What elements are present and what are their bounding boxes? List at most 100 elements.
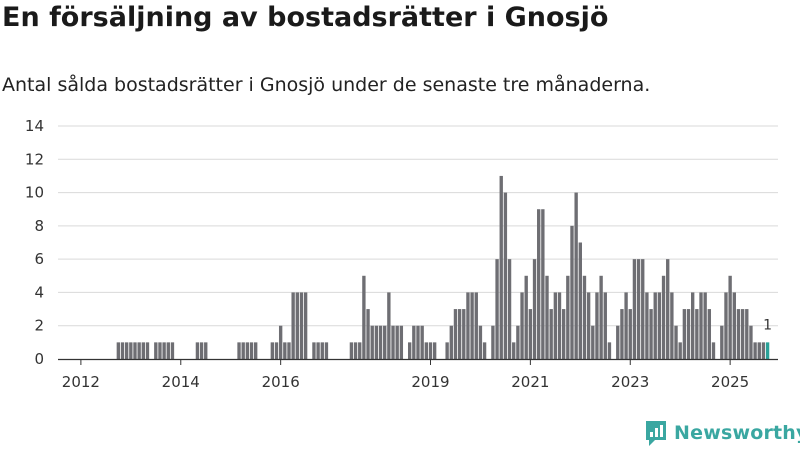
bar — [432, 342, 437, 359]
y-tick-label: 6 — [34, 250, 44, 268]
bar — [374, 325, 379, 359]
bar — [553, 292, 558, 359]
bar — [745, 309, 749, 359]
y-tick-label: 4 — [34, 283, 44, 301]
bar — [141, 342, 145, 359]
bar — [682, 309, 687, 359]
bar — [541, 209, 545, 359]
y-tick-label: 2 — [34, 317, 44, 335]
bar — [295, 292, 299, 359]
bar — [678, 342, 682, 359]
x-tick-label: 2023 — [611, 373, 649, 391]
bar — [241, 342, 245, 359]
bar — [666, 259, 670, 359]
bar — [757, 342, 761, 359]
bar — [270, 342, 275, 359]
bar — [616, 325, 620, 359]
bar — [195, 342, 200, 359]
bar-highlight — [765, 342, 770, 359]
bar — [570, 225, 574, 359]
y-tick-label: 10 — [25, 184, 44, 202]
bar — [283, 342, 287, 359]
bar — [574, 192, 578, 359]
bar — [686, 309, 691, 359]
bar — [507, 259, 512, 359]
chart-title: En försäljning av bostadsrätter i Gnosjö — [2, 2, 609, 33]
bar — [407, 342, 412, 359]
bar — [120, 342, 125, 359]
bar — [711, 342, 716, 359]
bar — [503, 192, 508, 359]
bar — [412, 325, 416, 359]
y-tick-label: 8 — [34, 217, 44, 235]
bar — [387, 292, 391, 359]
bar — [424, 342, 429, 359]
bar — [291, 292, 295, 359]
bar — [528, 309, 533, 359]
bar — [524, 275, 528, 359]
bar — [707, 309, 712, 359]
bar — [137, 342, 141, 359]
bar — [362, 275, 366, 359]
bar — [578, 242, 582, 359]
bar — [303, 292, 308, 359]
bar — [249, 342, 254, 359]
bar — [170, 342, 175, 359]
bar — [312, 342, 316, 359]
bar — [607, 342, 612, 359]
bar — [124, 342, 129, 359]
bar — [366, 309, 370, 359]
x-axis-ticks: 2012 2014 2016 2019 2021 2023 2025 — [62, 360, 749, 391]
bar — [320, 342, 324, 359]
bar — [728, 275, 732, 359]
bar — [383, 325, 387, 359]
bar — [349, 342, 354, 359]
bar — [133, 342, 137, 359]
bar — [428, 342, 433, 359]
bar — [670, 292, 674, 359]
bar — [199, 342, 204, 359]
bar — [624, 292, 628, 359]
bar — [661, 275, 666, 359]
bar — [549, 309, 553, 359]
newsworthy-logo-icon — [646, 421, 666, 446]
data-labels: 1 — [763, 317, 772, 333]
bar — [516, 325, 520, 359]
bar — [561, 309, 566, 359]
bar — [162, 342, 166, 359]
bar — [245, 342, 250, 359]
bar — [449, 325, 453, 359]
bar — [116, 342, 121, 359]
bar — [495, 259, 499, 359]
bar — [520, 292, 524, 359]
bar — [641, 259, 645, 359]
bar — [645, 292, 649, 359]
bar — [736, 309, 741, 359]
bar — [370, 325, 374, 359]
bar — [416, 325, 420, 359]
chart-subtitle: Antal sålda bostadsrätter i Gnosjö under… — [2, 74, 651, 96]
bar — [466, 292, 470, 359]
bar — [720, 325, 724, 359]
y-tick-label: 0 — [34, 350, 44, 368]
bar — [316, 342, 320, 359]
bar — [620, 309, 624, 359]
bar — [699, 292, 703, 359]
bar — [512, 342, 516, 359]
bar — [129, 342, 133, 359]
bar — [457, 309, 462, 359]
bar — [537, 209, 541, 359]
bar — [703, 292, 707, 359]
bar — [420, 325, 424, 359]
x-tick-label: 2019 — [411, 373, 449, 391]
bar — [499, 175, 503, 359]
x-tick-label: 2014 — [162, 373, 200, 391]
bar — [399, 325, 404, 359]
bar — [154, 342, 158, 359]
newsworthy-brand: Newsworthy — [644, 418, 800, 448]
bar — [753, 342, 757, 359]
bar — [566, 275, 570, 359]
brand-name: Newsworthy — [674, 422, 800, 444]
bar — [274, 342, 279, 359]
y-tick-label: 14 — [25, 117, 44, 135]
